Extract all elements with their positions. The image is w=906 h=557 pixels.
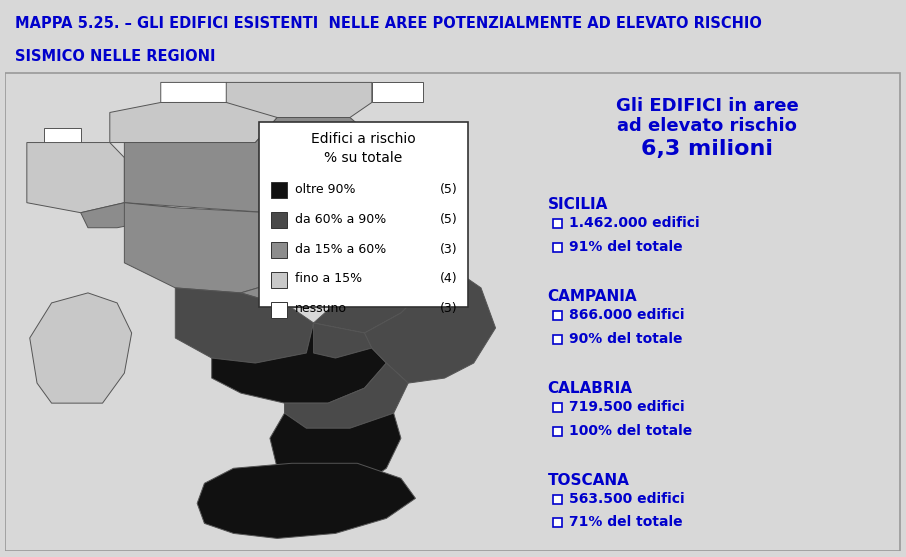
Text: TOSCANA: TOSCANA: [547, 472, 630, 487]
Bar: [553, 495, 562, 504]
Text: nessuno: nessuno: [294, 302, 346, 315]
Text: MAPPA 5.25. – GLI EDIFICI ESISTENTI  NELLE AREE POTENZIALMENTE AD ELEVATO RISCHI: MAPPA 5.25. – GLI EDIFICI ESISTENTI NELL…: [15, 16, 762, 31]
Text: 100% del totale: 100% del totale: [569, 424, 692, 438]
Polygon shape: [313, 223, 438, 333]
Text: (3): (3): [440, 302, 458, 315]
Polygon shape: [313, 323, 371, 358]
Bar: [271, 182, 286, 198]
Bar: [259, 123, 467, 307]
Text: oltre 90%: oltre 90%: [294, 183, 355, 196]
Text: (3): (3): [440, 242, 458, 256]
Bar: [271, 302, 286, 318]
Bar: [271, 212, 286, 228]
Text: (5): (5): [440, 213, 458, 226]
Bar: [553, 427, 562, 436]
Polygon shape: [81, 203, 176, 228]
Text: 866.000 edifici: 866.000 edifici: [569, 308, 684, 322]
Text: CALABRIA: CALABRIA: [547, 381, 632, 396]
Bar: [271, 272, 286, 288]
Text: CAMPANIA: CAMPANIA: [547, 289, 637, 304]
Text: (5): (5): [440, 183, 458, 196]
Polygon shape: [124, 118, 379, 213]
Polygon shape: [270, 413, 401, 499]
Text: (4): (4): [440, 272, 458, 286]
Polygon shape: [44, 128, 81, 143]
Text: Gli EDIFICI in aree: Gli EDIFICI in aree: [616, 97, 798, 115]
Polygon shape: [198, 463, 416, 539]
Text: fino a 15%: fino a 15%: [294, 272, 361, 286]
Bar: [553, 519, 562, 527]
Polygon shape: [241, 243, 350, 308]
Text: 71% del totale: 71% del totale: [569, 515, 682, 530]
Text: 563.500 edifici: 563.500 edifici: [569, 491, 684, 506]
Polygon shape: [110, 102, 277, 143]
Text: 91% del totale: 91% del totale: [569, 240, 682, 254]
Polygon shape: [284, 363, 409, 428]
Polygon shape: [364, 268, 496, 383]
Bar: [553, 335, 562, 344]
Polygon shape: [27, 143, 124, 213]
Polygon shape: [212, 323, 386, 403]
Polygon shape: [306, 203, 393, 273]
Bar: [553, 403, 562, 412]
Polygon shape: [30, 293, 131, 403]
Polygon shape: [176, 288, 313, 363]
Text: 6,3 milioni: 6,3 milioni: [641, 139, 773, 159]
Text: 719.500 edifici: 719.500 edifici: [569, 400, 684, 414]
Bar: [553, 243, 562, 252]
Text: 90% del totale: 90% del totale: [569, 332, 682, 346]
Text: SICILIA: SICILIA: [547, 197, 608, 212]
Text: Edifici a rischio
% su totale: Edifici a rischio % su totale: [311, 133, 416, 165]
Polygon shape: [371, 82, 423, 102]
Bar: [271, 242, 286, 258]
Bar: [553, 219, 562, 228]
Polygon shape: [226, 82, 371, 118]
Text: da 60% a 90%: da 60% a 90%: [294, 213, 386, 226]
Polygon shape: [124, 203, 306, 293]
Polygon shape: [160, 82, 255, 102]
Text: ad elevato rischio: ad elevato rischio: [617, 118, 797, 135]
Text: SISMICO NELLE REGIONI: SISMICO NELLE REGIONI: [15, 50, 216, 64]
Text: 1.462.000 edifici: 1.462.000 edifici: [569, 216, 699, 230]
Text: da 15% a 60%: da 15% a 60%: [294, 242, 386, 256]
Bar: [553, 311, 562, 320]
